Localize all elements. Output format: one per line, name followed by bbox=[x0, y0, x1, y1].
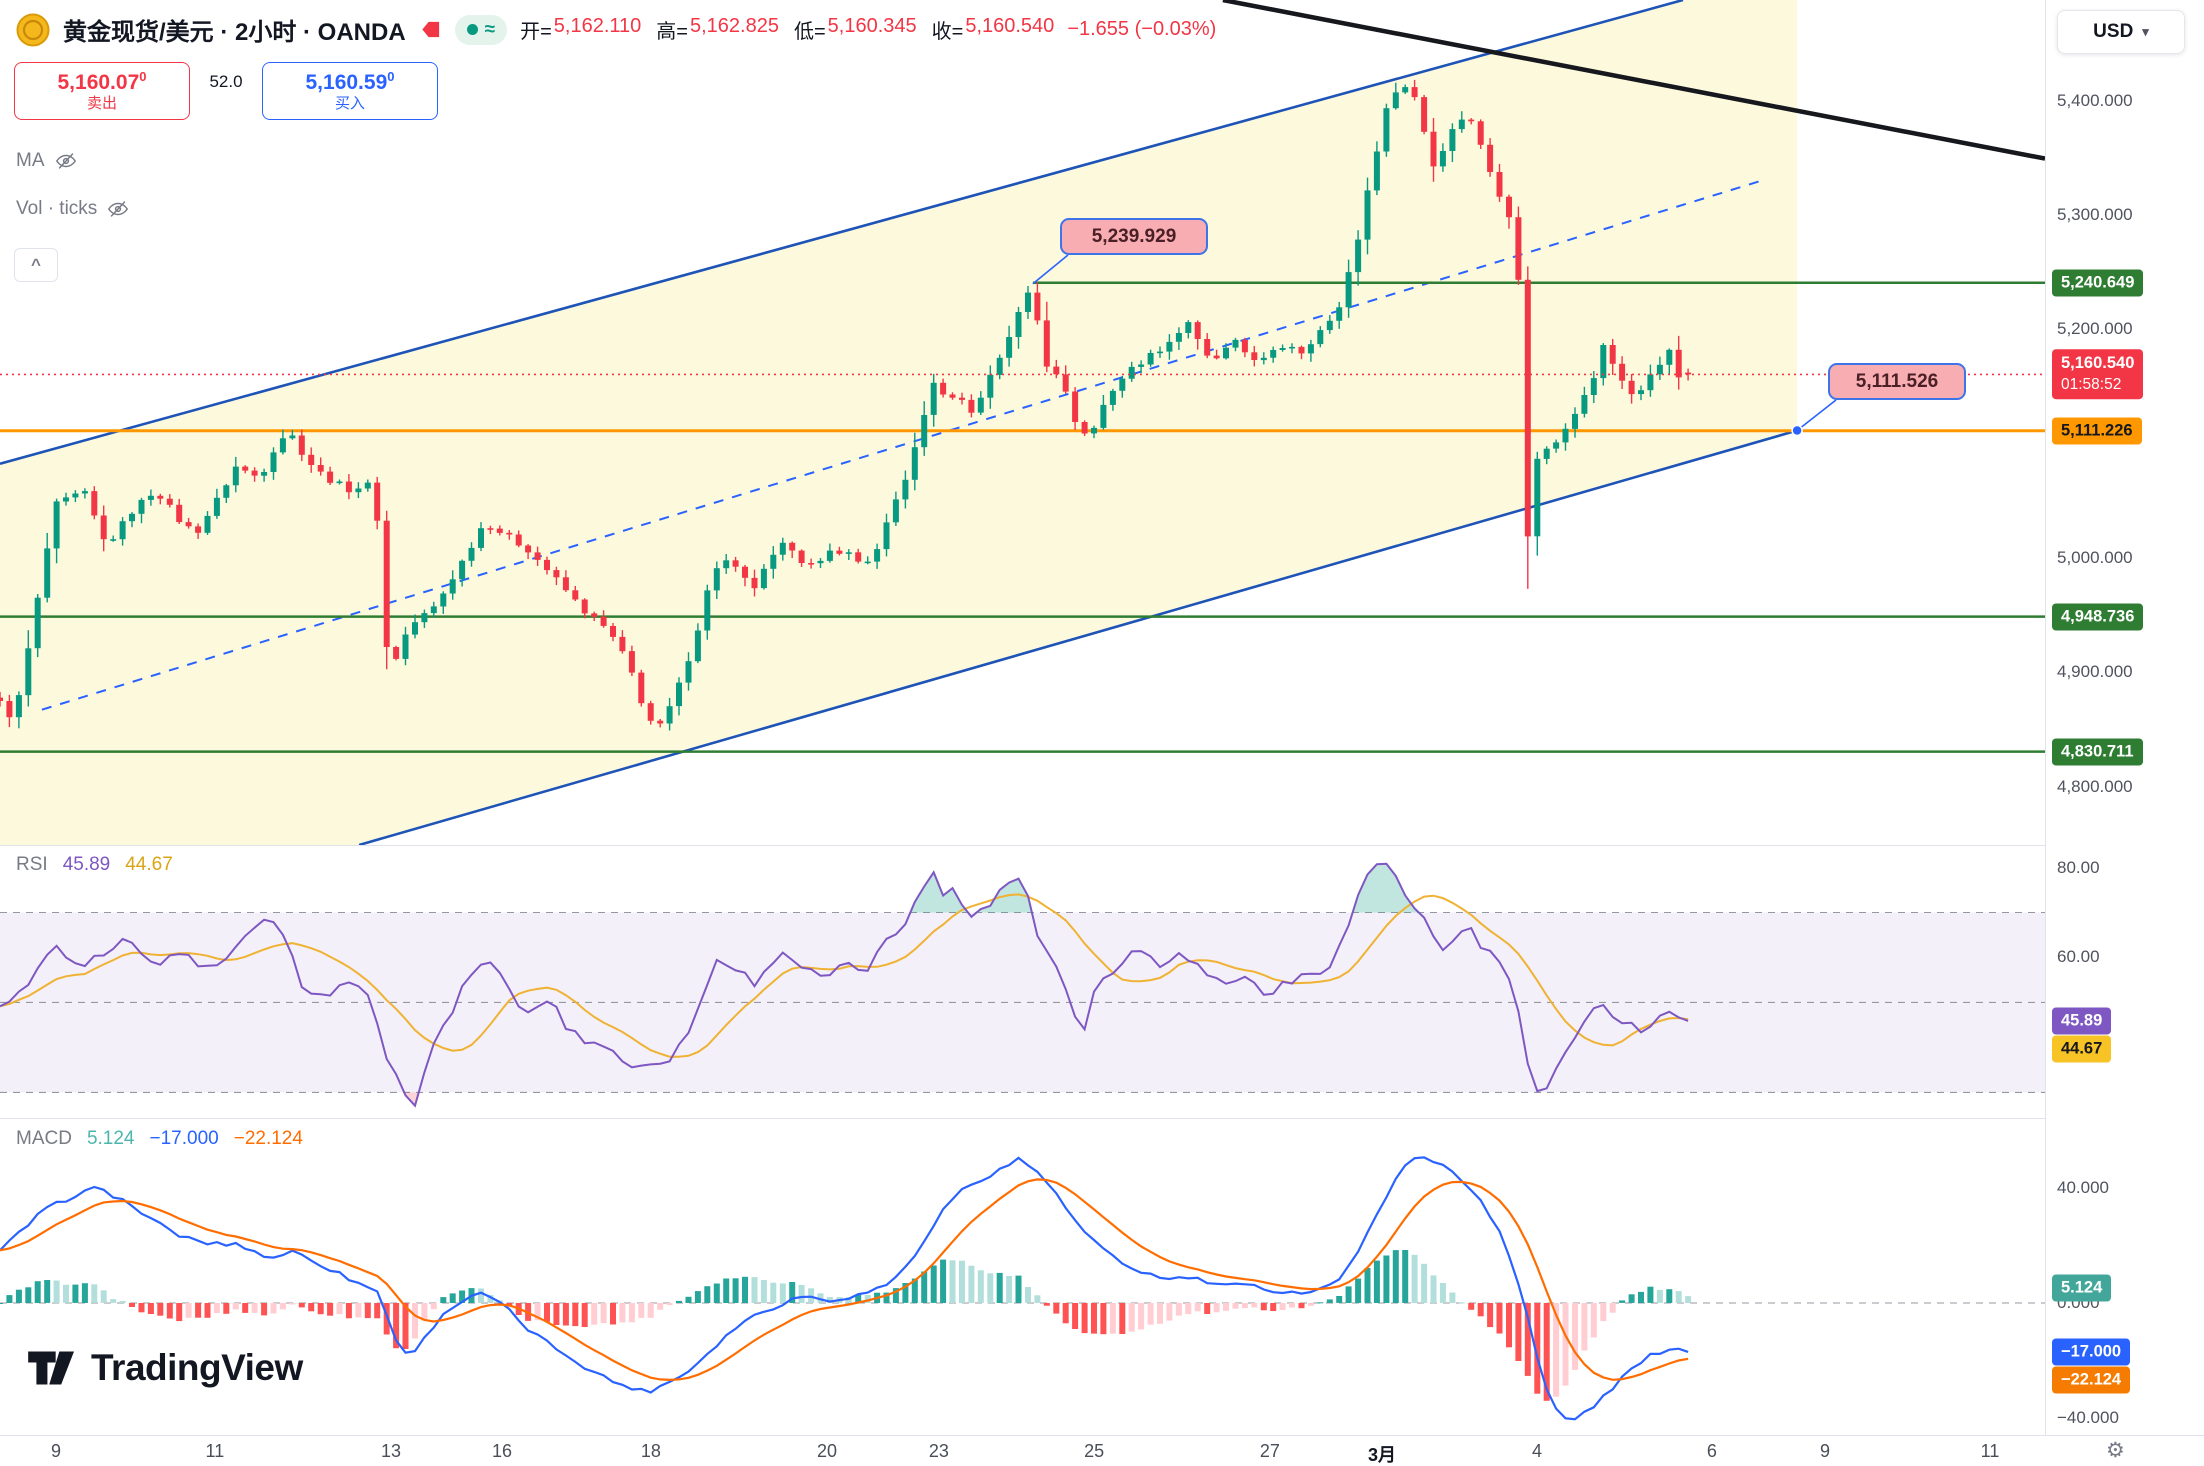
rsi-value-badge: 45.89 bbox=[2052, 1007, 2112, 1035]
macd-line-value: −17.000 bbox=[149, 1128, 219, 1149]
price-level-badge: 4,948.736 bbox=[2052, 603, 2144, 631]
time-axis-label: 25 bbox=[1084, 1441, 1105, 1461]
time-axis-label: 11 bbox=[1980, 1441, 2000, 1461]
buy-label: 买入 bbox=[334, 94, 365, 112]
chart-header: 黄金现货/美元 · 2小时 · OANDA ≈ 开= 5,162.110 高= 5,… bbox=[16, 12, 1216, 47]
macd-value-badge: −22.124 bbox=[2052, 1366, 2131, 1394]
time-axis-label: 23 bbox=[928, 1441, 949, 1461]
ma-legend-row[interactable]: MA bbox=[16, 150, 77, 172]
macd-legend[interactable]: MACD 5.124 −17.000 −22.124 bbox=[16, 1128, 303, 1150]
low-label: 低= bbox=[793, 21, 826, 43]
open-label: 开= bbox=[520, 21, 552, 43]
time-axis-label: 4 bbox=[1531, 1441, 1543, 1461]
high-label: 高= bbox=[656, 21, 688, 43]
rsi-panel-canvas[interactable] bbox=[0, 845, 2045, 1118]
time-axis-settings-icon[interactable]: ⚙ bbox=[2106, 1439, 2125, 1462]
rsi-value-badge: 44.67 bbox=[2052, 1035, 2112, 1063]
buy-price: 5,160.59 bbox=[305, 70, 388, 94]
chevron-down-icon: ▾ bbox=[2142, 24, 2149, 39]
time-axis-label: 27 bbox=[1259, 1441, 1280, 1461]
price-level-badge: 5,240.649 bbox=[2052, 269, 2144, 297]
rsi-axis-label: 60.00 bbox=[2057, 947, 2100, 967]
time-axis-label: 9 bbox=[1819, 1441, 1831, 1461]
price-axis-label: 4,800.000 bbox=[2057, 776, 2133, 796]
sell-price-sup: 0 bbox=[139, 68, 147, 84]
high-value: 5,162.825 bbox=[689, 15, 779, 37]
volume-legend-row[interactable]: Vol · ticks bbox=[16, 198, 129, 220]
close-value: 5,160.540 bbox=[965, 15, 1055, 37]
market-open-dot bbox=[466, 24, 478, 35]
macd-panel-canvas[interactable] bbox=[0, 1118, 2045, 1435]
currency-label: USD bbox=[2093, 21, 2134, 42]
macd-signal-value: −22.124 bbox=[233, 1128, 303, 1149]
price-level-badge: 5,111.226 bbox=[2052, 417, 2142, 445]
ohlc-readout: 开= 5,162.110 高= 5,162.825 低= 5,160.345 收= 5,… bbox=[520, 15, 1054, 44]
close-label: 收= bbox=[931, 21, 964, 43]
buy-price-sup: 0 bbox=[387, 68, 395, 84]
sell-label: 卖出 bbox=[86, 94, 117, 112]
trade-panel: 5,160.070 卖出 52.0 5,160.590 买入 bbox=[14, 62, 474, 124]
time-axis-label: 20 bbox=[816, 1441, 838, 1461]
tradingview-logo-text: TradingView bbox=[91, 1347, 303, 1388]
buy-button[interactable]: 5,160.590 买入 bbox=[262, 62, 438, 120]
symbol-title[interactable]: 黄金现货/美元 · 2小时 · OANDA bbox=[63, 19, 406, 46]
volume-legend-label: Vol · ticks bbox=[16, 198, 98, 219]
macd-hist-value: 5.124 bbox=[86, 1128, 135, 1149]
tradingview-logo-icon bbox=[26, 1346, 78, 1390]
price-axis-label: 5,000.000 bbox=[2057, 548, 2133, 567]
rsi-title: RSI bbox=[16, 854, 48, 875]
panel-separator[interactable] bbox=[0, 1118, 2204, 1119]
time-axis-label: 6 bbox=[1706, 1441, 1717, 1461]
price-level-badge: 4,830.711 bbox=[2052, 738, 2143, 766]
macd-title: MACD bbox=[16, 1128, 72, 1149]
price-change: −1.655 (−0.03%) bbox=[1067, 18, 1217, 40]
time-axis-label: 16 bbox=[491, 1441, 513, 1461]
spread-value: 52.0 bbox=[209, 72, 243, 91]
panel-separator[interactable] bbox=[0, 845, 2204, 846]
flag-icon[interactable] bbox=[419, 18, 442, 41]
price-axis-label: 5,200.000 bbox=[2057, 319, 2133, 339]
approx-icon: ≈ bbox=[484, 18, 496, 40]
time-axis-label: 11 bbox=[205, 1441, 225, 1461]
rsi-axis-label: 80.00 bbox=[2057, 857, 2100, 877]
macd-axis-label: −40.000 bbox=[2057, 1408, 2119, 1427]
sell-price: 5,160.07 bbox=[57, 70, 140, 94]
time-axis-label: 13 bbox=[380, 1441, 402, 1461]
macd-value-badge: 5.124 bbox=[2052, 1274, 2112, 1302]
macd-axis-label: 40.000 bbox=[2057, 1177, 2109, 1197]
open-value: 5,162.110 bbox=[553, 15, 642, 37]
collapse-legend-button[interactable]: ^ bbox=[14, 248, 58, 282]
currency-selector[interactable]: USD ▾ bbox=[2057, 10, 2185, 54]
market-status-pill[interactable]: ≈ bbox=[454, 14, 508, 45]
rsi-legend[interactable]: RSI 45.89 44.67 bbox=[16, 854, 173, 876]
chevron-up-icon: ^ bbox=[31, 255, 41, 274]
price-axis-label: 5,400.000 bbox=[2057, 90, 2133, 110]
tradingview-watermark[interactable]: TradingView bbox=[26, 1346, 303, 1390]
price-axis[interactable]: 5,400.000 5,300.000 5,200.000 5,000.000 4,90… bbox=[2045, 0, 2204, 1466]
time-axis-label: 3月 bbox=[1367, 1445, 1397, 1465]
rsi-value: 45.89 bbox=[62, 854, 111, 875]
price-axis-label: 5,300.000 bbox=[2057, 205, 2133, 224]
sell-button[interactable]: 5,160.070 卖出 bbox=[14, 62, 190, 120]
price-callout[interactable]: 5,239.929 bbox=[1060, 218, 1208, 255]
rsi-ma-value: 44.67 bbox=[125, 854, 173, 875]
eye-slash-icon[interactable] bbox=[107, 198, 129, 220]
symbol-icon bbox=[16, 13, 50, 47]
time-axis-label: 9 bbox=[50, 1441, 62, 1461]
current-price-badge: 5,160.540 01:58:52 bbox=[2052, 349, 2144, 400]
low-value: 5,160.345 bbox=[827, 15, 917, 37]
macd-value-badge: −17.000 bbox=[2052, 1338, 2131, 1366]
time-axis[interactable]: ⚙ 9 11 13 16 18 20 23 25 27 3月 4 6 9 11 bbox=[0, 1435, 2204, 1466]
time-axis-label: 18 bbox=[640, 1441, 661, 1461]
ma-legend-label: MA bbox=[16, 150, 45, 171]
price-axis-label: 4,900.000 bbox=[2057, 662, 2133, 682]
main-chart-canvas[interactable] bbox=[0, 0, 2045, 845]
price-callout[interactable]: 5,111.526 bbox=[1828, 363, 1966, 400]
eye-slash-icon[interactable] bbox=[55, 150, 77, 172]
